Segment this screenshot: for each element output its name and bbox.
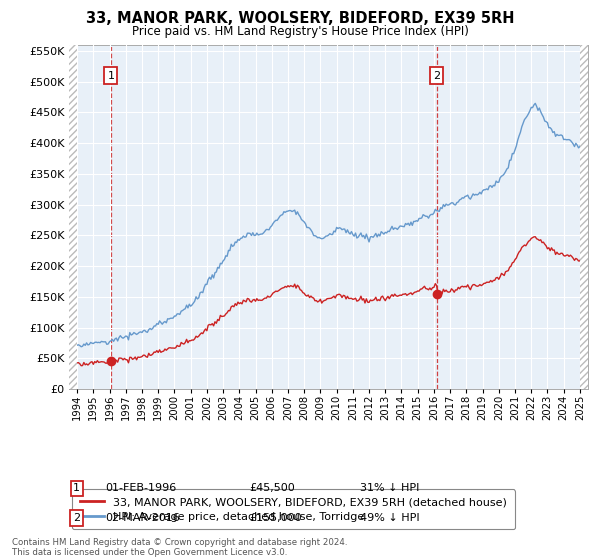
Text: £155,000: £155,000 — [249, 513, 302, 523]
Text: 33, MANOR PARK, WOOLSERY, BIDEFORD, EX39 5RH: 33, MANOR PARK, WOOLSERY, BIDEFORD, EX39… — [86, 11, 514, 26]
Legend: 33, MANOR PARK, WOOLSERY, BIDEFORD, EX39 5RH (detached house), HPI: Average pric: 33, MANOR PARK, WOOLSERY, BIDEFORD, EX39… — [72, 489, 515, 529]
Text: 2: 2 — [433, 71, 440, 81]
Text: 31% ↓ HPI: 31% ↓ HPI — [360, 483, 419, 493]
Bar — [580, 45, 588, 389]
Bar — [69, 45, 77, 389]
Text: 1: 1 — [73, 483, 80, 493]
Text: 2: 2 — [73, 513, 80, 523]
Text: 01-FEB-1996: 01-FEB-1996 — [105, 483, 176, 493]
Text: £45,500: £45,500 — [249, 483, 295, 493]
Text: 1: 1 — [107, 71, 115, 81]
Text: Price paid vs. HM Land Registry's House Price Index (HPI): Price paid vs. HM Land Registry's House … — [131, 25, 469, 38]
Text: 02-MAR-2016: 02-MAR-2016 — [105, 513, 180, 523]
Text: 49% ↓ HPI: 49% ↓ HPI — [360, 513, 419, 523]
Text: Contains HM Land Registry data © Crown copyright and database right 2024.
This d: Contains HM Land Registry data © Crown c… — [12, 538, 347, 557]
